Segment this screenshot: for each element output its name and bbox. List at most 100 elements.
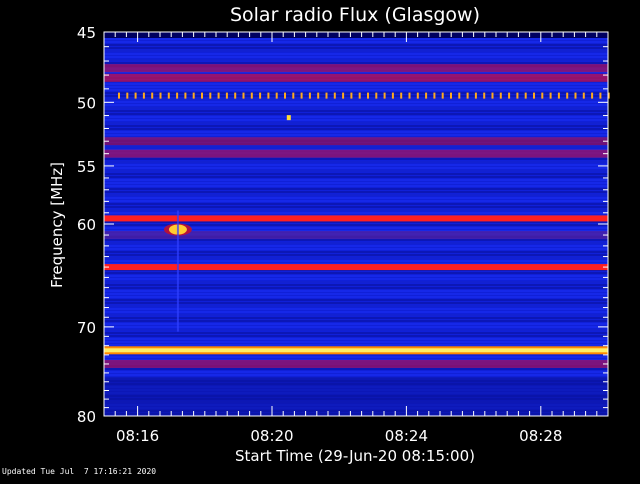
noise-striation	[104, 368, 608, 370]
periodic-spike	[242, 92, 245, 99]
moderate-band	[104, 73, 608, 82]
noise-striation	[104, 224, 608, 226]
burst-streak	[176, 210, 179, 332]
noise-striation	[104, 194, 608, 196]
noise-striation	[104, 164, 608, 166]
noise-striation	[104, 326, 608, 328]
periodic-spike	[151, 92, 154, 99]
noise-striation	[104, 254, 608, 256]
noise-striation	[104, 104, 608, 106]
periodic-spike	[367, 92, 369, 99]
periodic-spike	[317, 92, 320, 99]
noise-striation	[104, 272, 608, 274]
noise-striation	[104, 257, 608, 259]
noise-striation	[104, 323, 608, 325]
y-tick-label: 55	[77, 158, 96, 176]
noise-striation	[104, 284, 608, 286]
noise-striation	[104, 86, 608, 88]
noise-striation	[104, 191, 608, 193]
noise-striation	[104, 290, 608, 292]
periodic-spike	[275, 92, 278, 99]
noise-striation	[104, 176, 608, 178]
periodic-spike	[167, 92, 170, 99]
noise-striation	[104, 311, 608, 313]
periodic-spike	[408, 92, 411, 99]
top-edge-band	[104, 32, 608, 38]
periodic-spike	[284, 92, 286, 99]
noise-striation	[104, 41, 608, 43]
noise-striation	[104, 332, 608, 334]
noise-striation	[104, 227, 608, 229]
periodic-spike	[433, 92, 436, 99]
periodic-spike	[225, 92, 228, 99]
periodic-spike	[325, 92, 328, 99]
noise-striation	[104, 212, 608, 214]
noise-striation	[104, 251, 608, 253]
noise-striation	[104, 197, 608, 199]
point-feature	[286, 115, 291, 121]
noise-striation	[104, 119, 608, 121]
x-axis-label: Start Time (29-Jun-20 08:15:00)	[235, 447, 475, 465]
noise-striation	[104, 179, 608, 181]
noise-striation	[104, 314, 608, 316]
periodic-spike	[391, 92, 394, 99]
noise-striation	[104, 131, 608, 133]
moderate-band	[104, 137, 608, 146]
periodic-spike	[259, 92, 262, 99]
periodic-spike	[209, 92, 212, 99]
y-tick-label: 80	[77, 408, 96, 426]
periodic-spike	[466, 92, 469, 99]
noise-striation	[104, 134, 608, 136]
periodic-spike	[516, 92, 519, 99]
plot-area	[104, 32, 610, 416]
noise-striation	[104, 242, 608, 244]
noise-striation	[104, 260, 608, 262]
noise-striation	[104, 305, 608, 307]
noise-striation	[104, 185, 608, 187]
noise-striation	[104, 275, 608, 277]
moderate-band	[104, 359, 608, 368]
noise-striation	[104, 263, 608, 265]
y-tick-label: 45	[77, 24, 96, 42]
moderate-band	[104, 64, 608, 73]
noise-striation	[104, 317, 608, 319]
noise-striation	[104, 188, 608, 190]
noise-striation	[104, 287, 608, 289]
noise-striation	[104, 56, 608, 58]
periodic-spike	[383, 92, 386, 99]
y-axis-label: Frequency [MHz]	[48, 162, 66, 288]
updated-timestamp: Updated Tue Jul 7 17:16:21 2020	[2, 467, 157, 476]
periodic-spike	[599, 92, 602, 99]
noise-striation	[104, 89, 608, 91]
noise-striation	[104, 101, 608, 103]
periodic-spike	[176, 92, 179, 99]
noise-striation	[104, 158, 608, 160]
periodic-spike	[184, 92, 187, 99]
bottom-shading	[104, 377, 608, 416]
axes: 45 50 55 60 70 80 08:16 08:20 08:24 08:28	[77, 24, 609, 445]
noise-striation	[104, 53, 608, 55]
periodic-spike	[483, 92, 486, 99]
noise-striation	[104, 206, 608, 208]
noise-striation	[104, 221, 608, 223]
noise-striation	[104, 107, 608, 109]
noise-striation	[104, 278, 608, 280]
noise-striation	[104, 38, 608, 40]
periodic-spike	[533, 92, 535, 99]
y-tick-label: 60	[77, 216, 96, 234]
noise-striation	[104, 116, 608, 118]
noise-striation	[104, 245, 608, 247]
periodic-spike	[416, 92, 419, 99]
noise-striation	[104, 173, 608, 175]
periodic-spike	[118, 92, 120, 99]
noise-striation	[104, 338, 608, 340]
periodic-spike	[607, 92, 610, 99]
periodic-spike	[441, 92, 444, 99]
periodic-spike	[333, 92, 336, 99]
noise-striation	[104, 182, 608, 184]
noise-striation	[104, 302, 608, 304]
periodic-spike	[159, 92, 162, 99]
noise-striation	[104, 299, 608, 301]
periodic-spike	[499, 92, 502, 99]
